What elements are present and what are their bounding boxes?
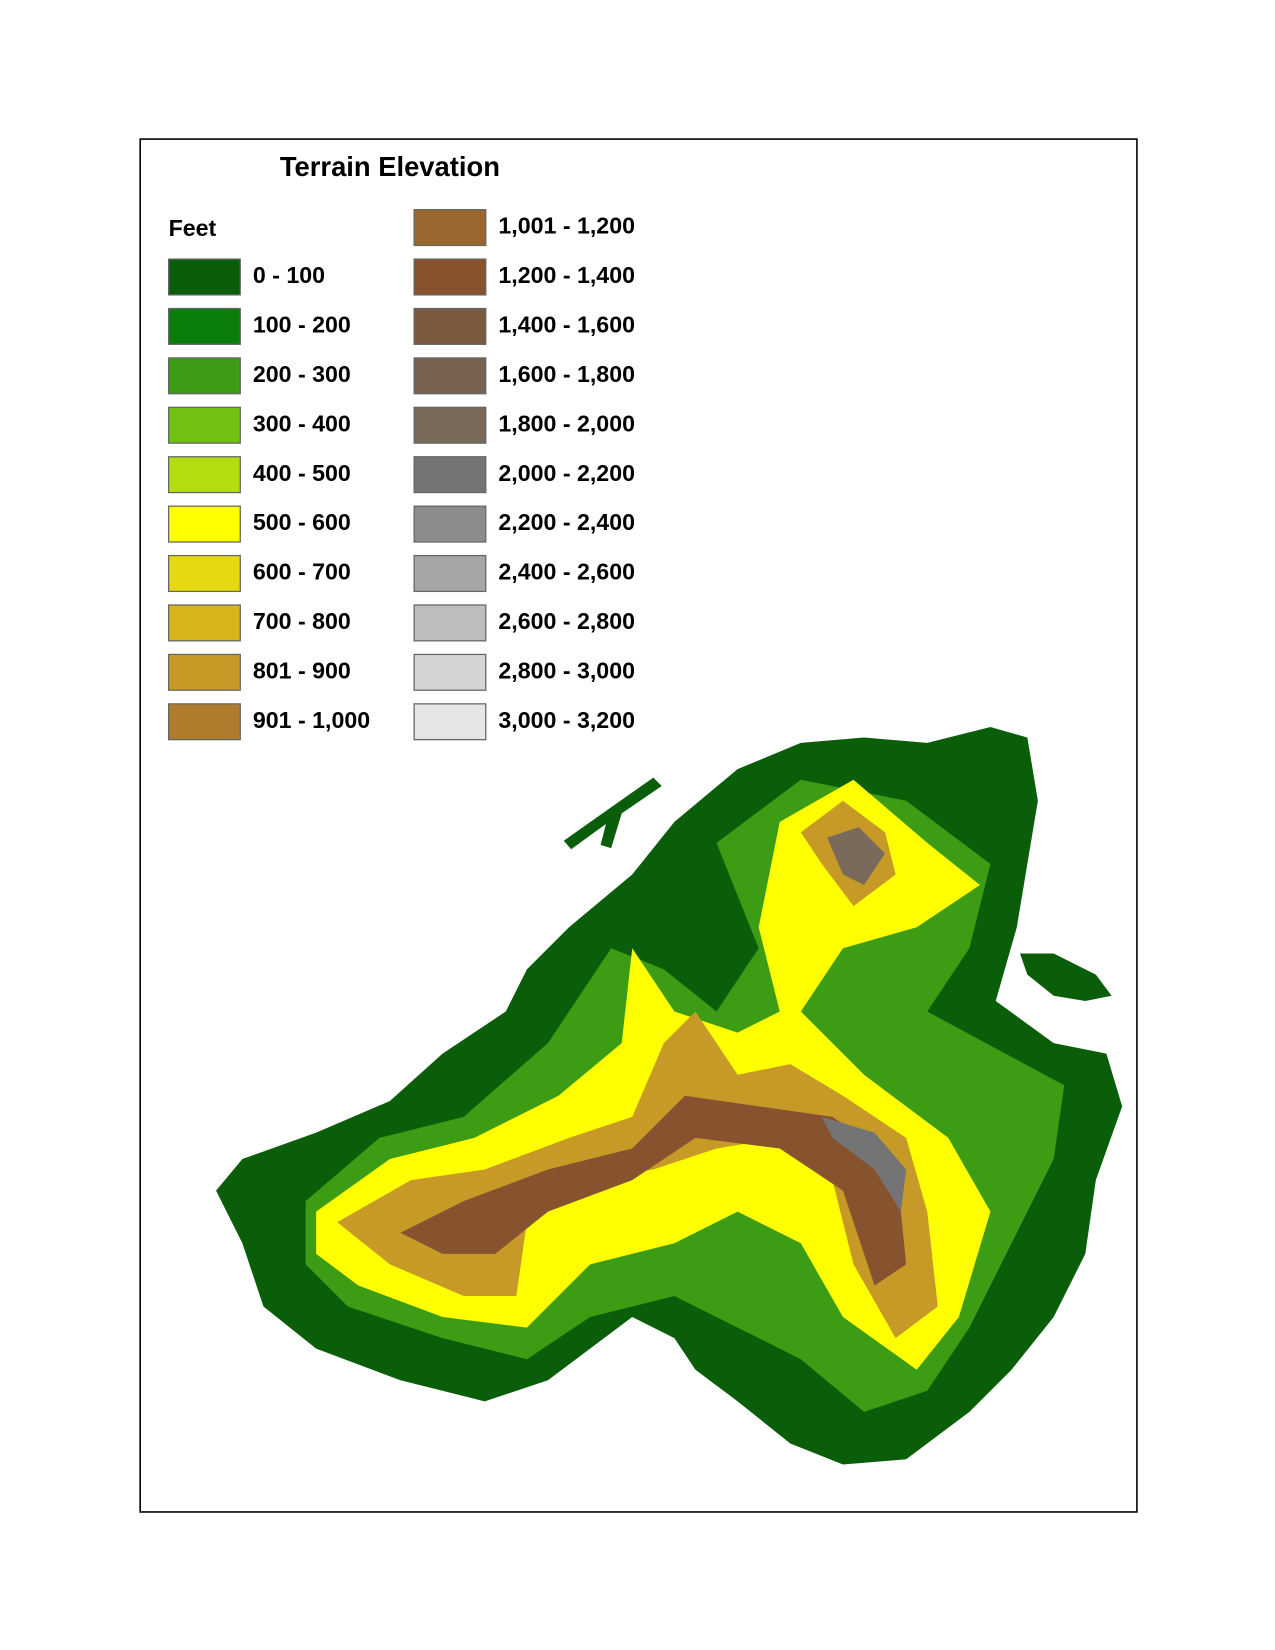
legend-swatch <box>167 307 241 345</box>
map-title: Terrain Elevation <box>280 151 500 182</box>
legend-label: 801 - 900 <box>253 657 351 683</box>
legend-swatch <box>167 554 241 593</box>
legend-label: 2,200 - 2,400 <box>498 509 635 535</box>
legend-swatch <box>413 456 487 494</box>
legend-swatch <box>167 505 241 543</box>
legend-swatch <box>413 604 487 642</box>
legend-label: 1,600 - 1,800 <box>498 361 635 387</box>
legend-label: 2,600 - 2,800 <box>498 608 635 634</box>
legend-swatch <box>413 209 487 247</box>
legend-title: Feet <box>169 215 217 241</box>
legend-label: 3,000 - 3,200 <box>498 707 635 733</box>
legend-swatch <box>413 307 487 345</box>
legend-label: 700 - 800 <box>253 608 351 634</box>
legend-label: 1,400 - 1,600 <box>498 312 635 338</box>
legend-swatch <box>167 406 241 444</box>
legend-swatch <box>413 703 487 741</box>
elevation-band <box>400 1095 907 1286</box>
legend-label: 2,400 - 2,600 <box>498 559 635 585</box>
legend-label: 200 - 300 <box>253 361 351 387</box>
legend-swatch <box>413 653 487 691</box>
legend-label: 1,001 - 1,200 <box>498 213 635 239</box>
legend: 0 - 100 100 - 200 200 - 300 300 - 400 400 - … <box>167 209 635 741</box>
legend-swatch <box>167 604 241 642</box>
legend-swatch <box>413 554 487 593</box>
legend-label: 901 - 1,000 <box>253 707 370 733</box>
legend-label: 2,000 - 2,200 <box>498 460 635 486</box>
legend-label: 1,800 - 2,000 <box>498 410 635 436</box>
legend-swatch <box>413 406 487 444</box>
legend-swatch <box>167 703 241 741</box>
legend-swatch <box>167 258 241 296</box>
legend-swatch <box>167 653 241 691</box>
legend-label: 500 - 600 <box>253 509 351 535</box>
legend-label: 400 - 500 <box>253 460 351 486</box>
elevation-band <box>821 1116 907 1212</box>
elevation-band <box>337 1011 938 1339</box>
islet <box>1019 953 1112 1001</box>
legend-label: 600 - 700 <box>253 559 351 585</box>
legend-label: 1,200 - 1,400 <box>498 262 635 288</box>
legend-swatch <box>413 505 487 543</box>
pier <box>563 777 662 850</box>
legend-label: 2,800 - 3,000 <box>498 657 635 683</box>
legend-label: 100 - 200 <box>253 312 351 338</box>
legend-label: 0 - 100 <box>253 262 325 288</box>
legend-swatch <box>413 357 487 395</box>
elevation-band <box>827 827 886 886</box>
terrain-map <box>216 727 1123 1465</box>
legend-swatch <box>167 456 241 494</box>
legend-swatch <box>167 357 241 395</box>
legend-label: 300 - 400 <box>253 410 351 436</box>
legend-swatch <box>413 258 487 296</box>
